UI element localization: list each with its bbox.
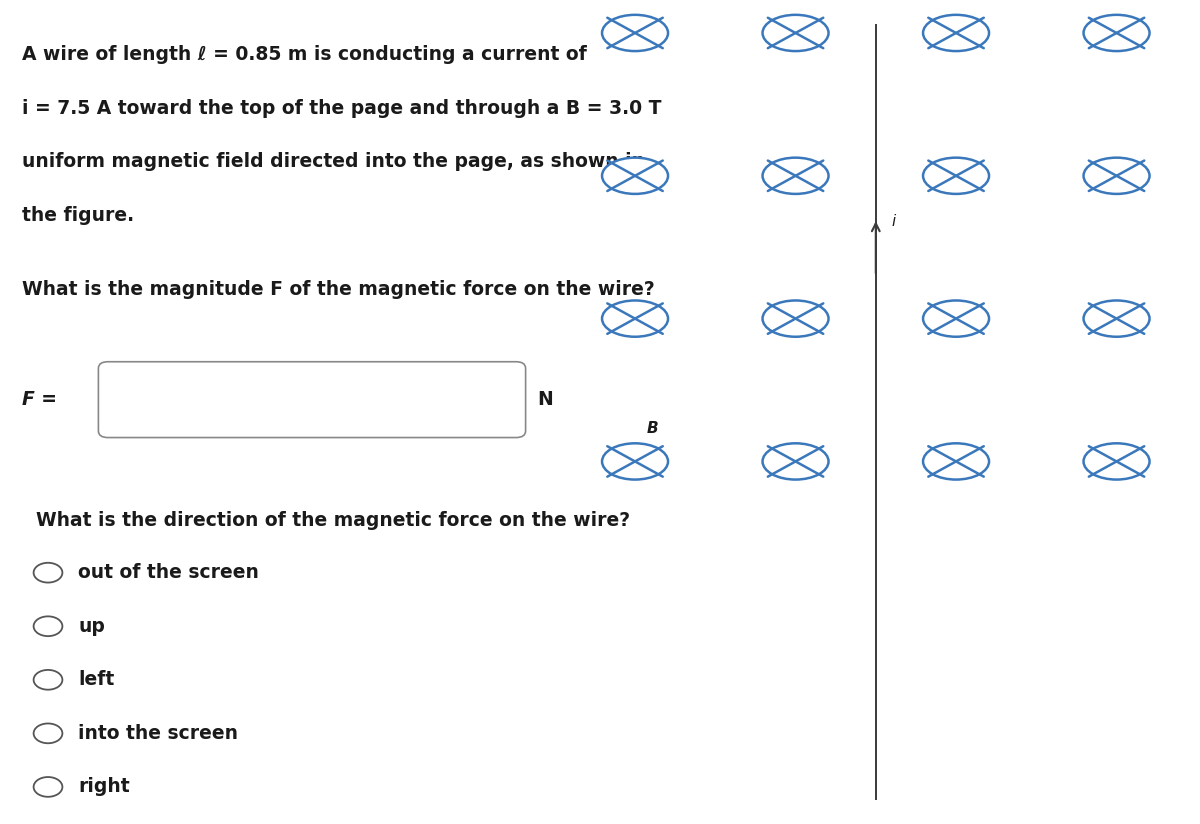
Ellipse shape (1084, 157, 1150, 194)
Ellipse shape (602, 301, 668, 337)
Circle shape (34, 723, 62, 743)
Circle shape (34, 563, 62, 583)
Text: out of the screen: out of the screen (78, 563, 259, 583)
Text: right: right (78, 777, 130, 797)
Circle shape (34, 670, 62, 690)
Circle shape (34, 777, 62, 797)
Text: i: i (892, 213, 895, 229)
Ellipse shape (762, 443, 828, 480)
Text: A wire of length ℓ = 0.85 m is conducting a current of: A wire of length ℓ = 0.85 m is conductin… (22, 45, 587, 64)
Text: F =: F = (22, 390, 56, 410)
Text: up: up (78, 616, 104, 636)
Ellipse shape (602, 15, 668, 51)
Ellipse shape (923, 157, 989, 194)
FancyBboxPatch shape (98, 362, 526, 438)
Circle shape (34, 616, 62, 636)
Ellipse shape (1084, 301, 1150, 337)
Ellipse shape (602, 443, 668, 480)
Ellipse shape (923, 443, 989, 480)
Ellipse shape (923, 301, 989, 337)
Text: the figure.: the figure. (22, 206, 133, 225)
Ellipse shape (762, 301, 828, 337)
Ellipse shape (1084, 443, 1150, 480)
Text: left: left (78, 670, 114, 690)
Text: B: B (647, 421, 659, 436)
Text: uniform magnetic field directed into the page, as shown in: uniform magnetic field directed into the… (22, 152, 644, 171)
Ellipse shape (762, 157, 828, 194)
Text: N: N (538, 390, 553, 410)
Text: i = 7.5 A toward the top of the page and through a B = 3.0 T: i = 7.5 A toward the top of the page and… (22, 99, 661, 118)
Ellipse shape (762, 15, 828, 51)
Ellipse shape (923, 15, 989, 51)
Ellipse shape (1084, 15, 1150, 51)
Ellipse shape (602, 157, 668, 194)
Text: into the screen: into the screen (78, 723, 238, 743)
Text: What is the magnitude F of the magnetic force on the wire?: What is the magnitude F of the magnetic … (22, 280, 654, 299)
Text: What is the direction of the magnetic force on the wire?: What is the direction of the magnetic fo… (36, 511, 630, 530)
